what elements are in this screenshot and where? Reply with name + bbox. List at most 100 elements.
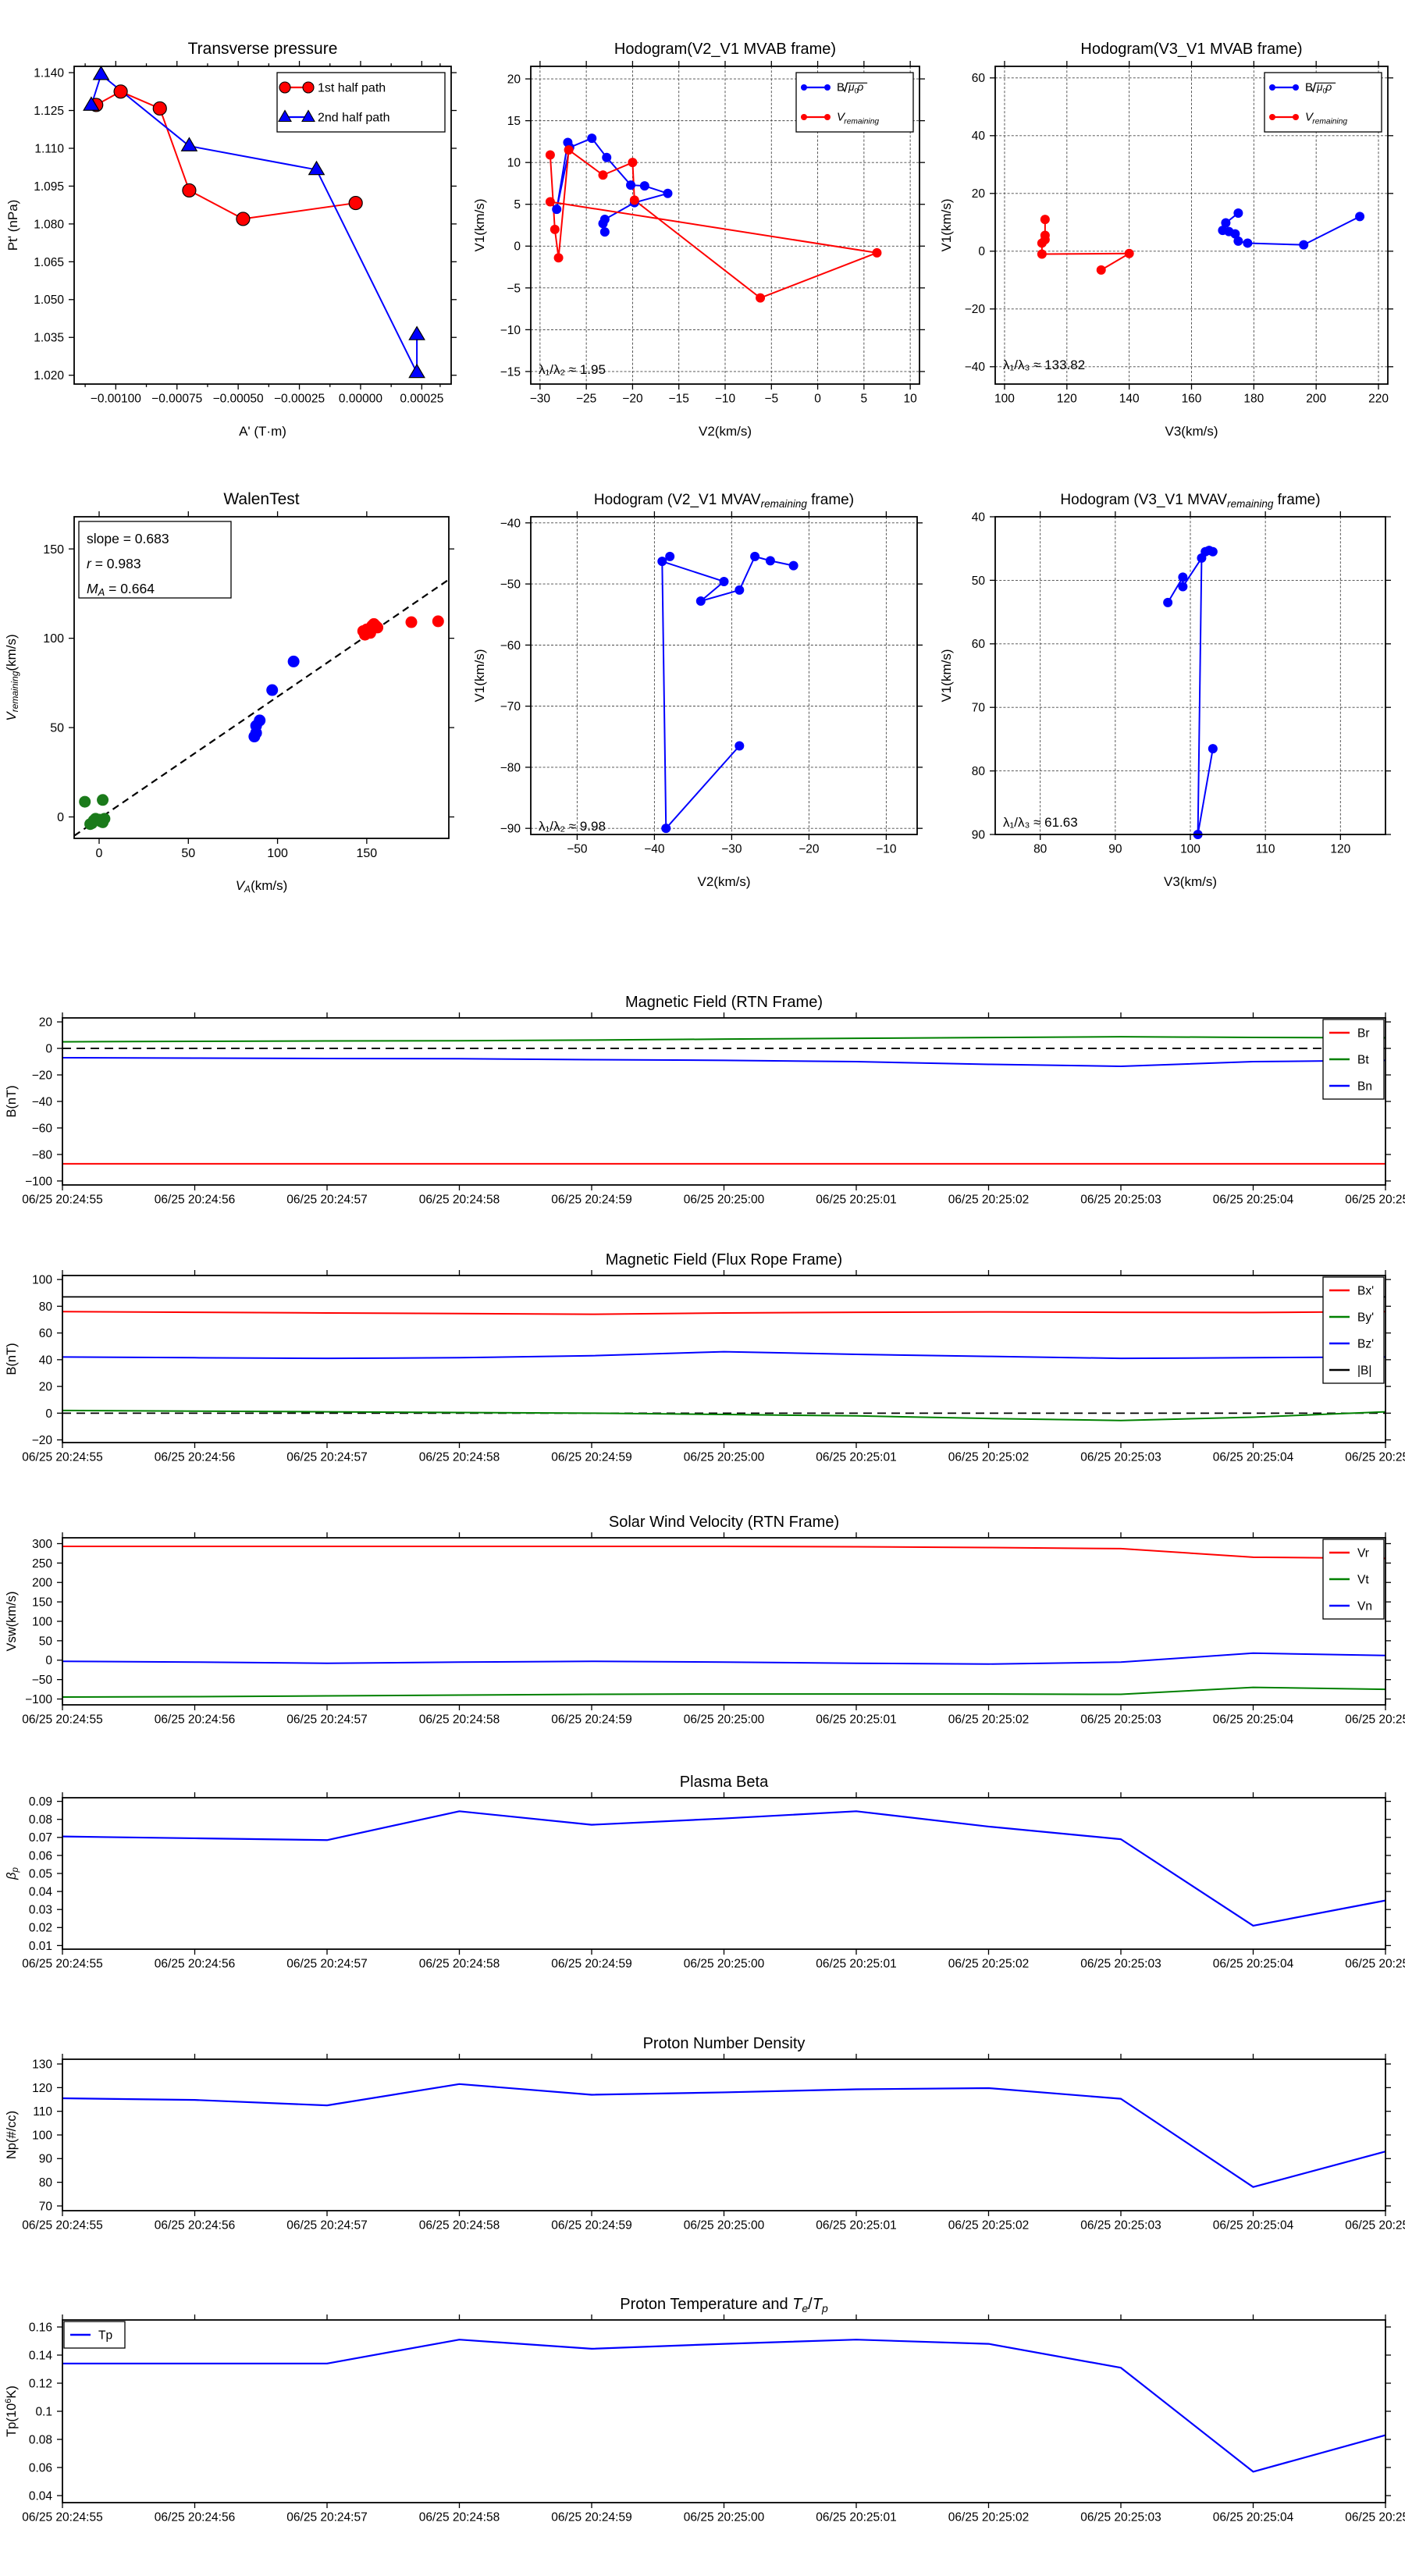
svg-text:−90: −90 <box>500 823 521 836</box>
svg-text:0.09: 0.09 <box>29 1795 52 1809</box>
svg-text:−10: −10 <box>500 324 521 337</box>
svg-text:06/25 20:25:03: 06/25 20:25:03 <box>1080 2219 1161 2233</box>
svg-text:−25: −25 <box>576 393 596 406</box>
svg-text:MA = 0.664: MA = 0.664 <box>87 581 155 598</box>
svg-text:−50: −50 <box>567 843 588 856</box>
svg-text:Vn: Vn <box>1357 1599 1372 1613</box>
svg-text:1.080: 1.080 <box>34 218 64 231</box>
svg-text:−20: −20 <box>32 1434 53 1447</box>
svg-text:−70: −70 <box>500 700 521 713</box>
svg-text:150: 150 <box>43 543 64 557</box>
svg-text:06/25 20:25:03: 06/25 20:25:03 <box>1080 1451 1161 1464</box>
svg-text:Hodogram (V3_V1 MVAVremaining: Hodogram (V3_V1 MVAVremaining frame) <box>1060 492 1320 510</box>
svg-text:06/25 20:25:01: 06/25 20:25:01 <box>816 1194 896 1207</box>
svg-text:−0.00050: −0.00050 <box>213 393 264 406</box>
svg-text:06/25 20:24:57: 06/25 20:24:57 <box>286 1451 367 1464</box>
svg-text:−100: −100 <box>25 1175 52 1188</box>
svg-text:06/25 20:24:56: 06/25 20:24:56 <box>155 1194 235 1207</box>
svg-text:06/25 20:24:59: 06/25 20:24:59 <box>551 2511 631 2524</box>
svg-text:B(nT): B(nT) <box>5 1343 19 1375</box>
svg-text:06/25 20:24:56: 06/25 20:24:56 <box>155 2511 235 2524</box>
svg-text:Np(#/cc): Np(#/cc) <box>5 2111 19 2159</box>
svg-text:50: 50 <box>181 847 195 860</box>
svg-text:06/25 20:25:03: 06/25 20:25:03 <box>1080 2511 1161 2524</box>
svg-text:06/25 20:24:57: 06/25 20:24:57 <box>286 1194 367 1207</box>
svg-text:80: 80 <box>1033 843 1048 856</box>
svg-text:300: 300 <box>32 1538 52 1551</box>
svg-text:Pt' (nPa): Pt' (nPa) <box>5 200 20 251</box>
svg-text:0: 0 <box>45 1654 52 1667</box>
svg-text:50: 50 <box>972 575 986 588</box>
svg-text:120: 120 <box>1057 393 1077 406</box>
svg-text:06/25 20:25:05: 06/25 20:25:05 <box>1345 1194 1405 1207</box>
svg-text:−40: −40 <box>500 517 521 530</box>
svg-text:06/25 20:24:55: 06/25 20:24:55 <box>22 1194 102 1207</box>
svg-text:70: 70 <box>972 702 986 715</box>
svg-text:80: 80 <box>972 765 986 778</box>
svg-text:Vsw(km/s): Vsw(km/s) <box>5 1592 19 1652</box>
svg-text:06/25 20:24:55: 06/25 20:24:55 <box>22 2511 102 2524</box>
svg-text:V2(km/s): V2(km/s) <box>698 874 751 889</box>
svg-text:06/25 20:25:02: 06/25 20:25:02 <box>948 1958 1029 1971</box>
svg-text:0.14: 0.14 <box>29 2349 53 2362</box>
svg-text:0.00000: 0.00000 <box>339 393 382 406</box>
svg-text:slope = 0.683: slope = 0.683 <box>87 531 169 546</box>
svg-text:250: 250 <box>32 1557 52 1571</box>
svg-text:100: 100 <box>43 632 64 646</box>
svg-text:160: 160 <box>1182 393 1202 406</box>
svg-text:10: 10 <box>904 393 918 406</box>
svg-text:−15: −15 <box>669 393 689 406</box>
svg-text:V1(km/s): V1(km/s) <box>472 199 487 252</box>
svg-text:1.125: 1.125 <box>34 105 64 118</box>
svg-text:−50: −50 <box>500 578 521 592</box>
svg-text:180: 180 <box>1243 393 1264 406</box>
svg-text:06/25 20:25:05: 06/25 20:25:05 <box>1345 2219 1405 2233</box>
svg-text:06/25 20:24:59: 06/25 20:24:59 <box>551 1958 631 1971</box>
svg-text:06/25 20:25:04: 06/25 20:25:04 <box>1213 1451 1294 1464</box>
svg-text:0.04: 0.04 <box>29 2489 53 2503</box>
svg-text:40: 40 <box>972 130 986 143</box>
svg-text:100: 100 <box>267 847 288 860</box>
svg-text:−0.00075: −0.00075 <box>151 393 202 406</box>
svg-text:V1(km/s): V1(km/s) <box>472 649 487 703</box>
svg-text:Proton Temperature and Te/Tp: Proton Temperature and Te/Tp <box>620 2296 828 2314</box>
svg-text:06/25 20:24:58: 06/25 20:24:58 <box>419 1713 500 1727</box>
svg-text:20: 20 <box>972 187 986 201</box>
svg-text:WalenTest: WalenTest <box>223 490 299 508</box>
svg-text:06/25 20:25:00: 06/25 20:25:00 <box>684 1958 765 1971</box>
svg-text:06/25 20:25:02: 06/25 20:25:02 <box>948 1451 1029 1464</box>
svg-text:06/25 20:24:58: 06/25 20:24:58 <box>419 1451 500 1464</box>
svg-text:ρ: ρ <box>856 81 863 93</box>
svg-text:0.01: 0.01 <box>29 1940 52 1953</box>
svg-text:−15: −15 <box>500 365 521 379</box>
svg-text:20: 20 <box>39 1381 53 1394</box>
svg-text:06/25 20:25:00: 06/25 20:25:00 <box>684 1194 765 1207</box>
svg-text:0: 0 <box>96 847 103 860</box>
svg-text:−100: −100 <box>25 1693 52 1706</box>
svg-text:0.1: 0.1 <box>35 2405 52 2418</box>
svg-text:70: 70 <box>39 2200 53 2213</box>
svg-text:06/25 20:24:59: 06/25 20:24:59 <box>551 1713 631 1727</box>
svg-text:06/25 20:25:00: 06/25 20:25:00 <box>684 2219 765 2233</box>
svg-text:0: 0 <box>45 1042 52 1055</box>
svg-text:06/25 20:25:00: 06/25 20:25:00 <box>684 2511 765 2524</box>
svg-text:40: 40 <box>39 1354 53 1367</box>
svg-text:A' (T·m): A' (T·m) <box>239 424 286 439</box>
svg-text:−50: −50 <box>32 1674 53 1687</box>
svg-text:200: 200 <box>1306 393 1326 406</box>
svg-text:−0.00100: −0.00100 <box>91 393 141 406</box>
svg-text:−10: −10 <box>715 393 736 406</box>
svg-text:100: 100 <box>32 2129 52 2142</box>
svg-text:−40: −40 <box>32 1095 53 1108</box>
svg-text:80: 80 <box>39 2176 53 2190</box>
svg-text:V1(km/s): V1(km/s) <box>939 649 954 703</box>
svg-text:Tp(106K): Tp(106K) <box>4 2386 19 2437</box>
svg-text:06/25 20:24:58: 06/25 20:24:58 <box>419 1194 500 1207</box>
svg-text:06/25 20:24:58: 06/25 20:24:58 <box>419 1958 500 1971</box>
svg-text:06/25 20:25:02: 06/25 20:25:02 <box>948 1713 1029 1727</box>
svg-text:06/25 20:24:55: 06/25 20:24:55 <box>22 1713 102 1727</box>
svg-text:r = 0.983: r = 0.983 <box>87 556 141 571</box>
svg-text:06/25 20:25:03: 06/25 20:25:03 <box>1080 1194 1161 1207</box>
svg-text:−60: −60 <box>32 1122 53 1135</box>
svg-text:1.035: 1.035 <box>34 332 64 345</box>
